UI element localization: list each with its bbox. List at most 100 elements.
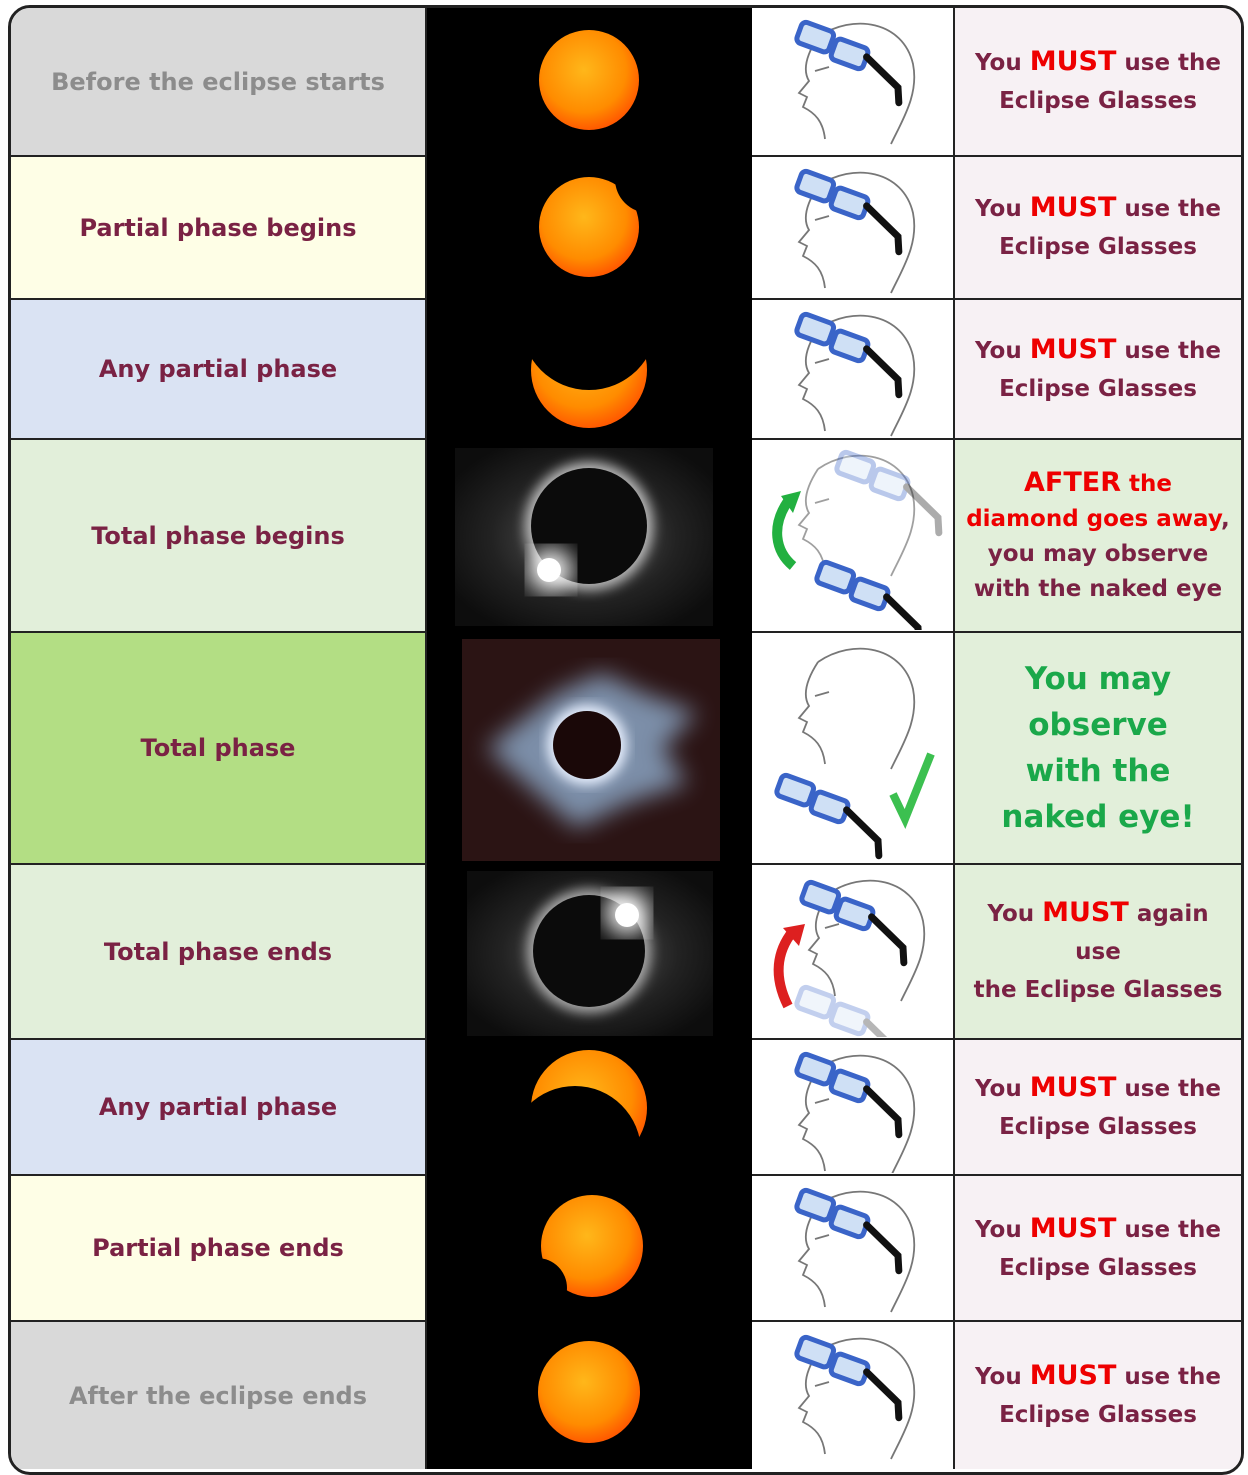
phase-cell: Any partial phase [11,300,427,440]
sun-cell [427,1322,752,1469]
sun-cell [427,440,752,633]
instruction: You MUST use the Eclipse Glasses [975,1210,1221,1287]
glasses-cell [752,1176,955,1322]
instruction: You MUST use the Eclipse Glasses [975,1357,1221,1434]
instruction-cell: You MUST use the Eclipse Glasses [955,300,1241,440]
sun-image [507,1195,643,1318]
glasses-icon [793,1051,915,1173]
instruction-emphasis: MUST [1029,1212,1117,1244]
instruction-text: Eclipse Glasses [999,1113,1197,1140]
instruction-cell: You MUST use the Eclipse Glasses [955,1040,1241,1176]
phase-cell: Before the eclipse starts [11,8,427,157]
instruction-emphasis: AFTER [1024,466,1121,498]
phase-label: Total phase [140,734,296,762]
instruction-warning: the diamond goes away [966,470,1222,532]
instruction-text: use the [1124,50,1222,76]
phase-cell: Any partial phase [11,1040,427,1176]
instruction: You MUST use the Eclipse Glasses [975,189,1221,266]
phase-cell: Partial phase ends [11,1176,427,1322]
instruction-cell: You MUST again use the Eclipse Glasses [955,865,1241,1040]
glasses-icon [793,311,915,437]
instruction: You may observe with the naked eye! [995,656,1201,840]
phase-label: Partial phase ends [92,1234,344,1262]
instruction-emphasis: MUST [1029,192,1117,223]
instruction-cell: You MUST use the Eclipse Glasses [955,1322,1241,1469]
instruction-emphasis: MUST [1029,1360,1117,1391]
glasses-cell [752,1040,955,1176]
phase-cell: After the eclipse ends [11,1322,427,1469]
phase-cell: Total phase ends [11,865,427,1040]
glasses-cell [752,1322,955,1469]
sun-cell [427,8,752,157]
glasses-cell [752,8,955,157]
glasses-icon [771,449,942,630]
instruction: You MUST use the Eclipse Glasses [975,331,1221,408]
glasses-icon [773,647,935,860]
instruction-text: Eclipse Glasses [999,1402,1197,1428]
glasses-icon [793,1187,915,1313]
instruction-text: You may observe with the naked eye! [1001,661,1195,835]
instruction: You MUST again use the Eclipse Glasses [965,894,1231,1009]
glasses-cell [752,300,955,440]
instruction-text: Eclipse Glasses [999,88,1197,114]
glasses-icon [773,879,925,1037]
instruction: AFTER the diamond goes away, you may obs… [965,465,1231,607]
instruction-text: use the [1124,1216,1222,1243]
sun-image [462,639,720,861]
glasses-cell [752,865,955,1040]
instruction-text: You [974,1216,1022,1243]
instruction-emphasis: MUST [1042,897,1129,928]
instruction-cell: You MUST use the Eclipse Glasses [955,1176,1241,1322]
instruction-text: again use [1075,901,1209,965]
sun-cell [427,633,752,865]
instruction-text: Eclipse Glasses [999,375,1197,402]
phase-cell: Total phase begins [11,440,427,633]
phase-cell: Partial phase begins [11,157,427,300]
instruction-text: the Eclipse Glasses [973,977,1223,1003]
glasses-icon [793,19,915,145]
sun-cell [427,300,752,440]
instruction-cell: You MUST use the Eclipse Glasses [955,157,1241,300]
glasses-icon [793,168,915,294]
instruction-text: You [974,196,1022,222]
instruction-cell: AFTER the diamond goes away, you may obs… [955,440,1241,633]
phase-label: Total phase ends [103,937,333,966]
instruction-text: Eclipse Glasses [999,234,1197,260]
instruction-text: You [974,1364,1022,1390]
glasses-cell [752,157,955,300]
instruction-text: Eclipse Glasses [999,1254,1197,1281]
instruction-text: , you may observe with the naked eye [973,505,1230,602]
sun-image [539,157,683,277]
glasses-icon [793,1334,915,1460]
instruction-text: You [974,337,1022,364]
phase-cell: Total phase [11,633,427,865]
glasses-cell [752,440,955,633]
instruction-text: You [987,901,1035,927]
sun-image [539,30,639,130]
instruction-text: use the [1124,1075,1222,1102]
instruction-text: use the [1124,1364,1222,1390]
phase-label: Before the eclipse starts [51,67,385,96]
phase-label: Partial phase begins [79,213,357,242]
instruction-emphasis: MUST [1029,46,1117,77]
sun-image [509,1050,647,1176]
instruction-emphasis: MUST [1029,333,1117,365]
instruction-text: You [974,50,1022,76]
phase-label: Total phase begins [91,521,345,550]
phase-label: Any partial phase [98,1093,338,1121]
glasses-cell [752,633,955,865]
instruction-text: use the [1124,196,1222,222]
sun-cell [427,865,752,1040]
grid: Before the eclipse starts You MUST use th… [11,8,1241,1469]
instruction-cell: You may observe with the naked eye! [955,633,1241,865]
instruction-cell: You MUST use the Eclipse Glasses [955,8,1241,157]
phase-label: After the eclipse ends [68,1381,368,1410]
sun-image [538,1341,640,1443]
instruction-text: use the [1124,337,1222,364]
instruction: You MUST use the Eclipse Glasses [975,43,1221,120]
sun-cell [427,157,752,300]
sun-image [467,871,713,1036]
sun-image [455,448,713,626]
sun-cell [427,1176,752,1322]
instruction-emphasis: MUST [1029,1071,1117,1103]
